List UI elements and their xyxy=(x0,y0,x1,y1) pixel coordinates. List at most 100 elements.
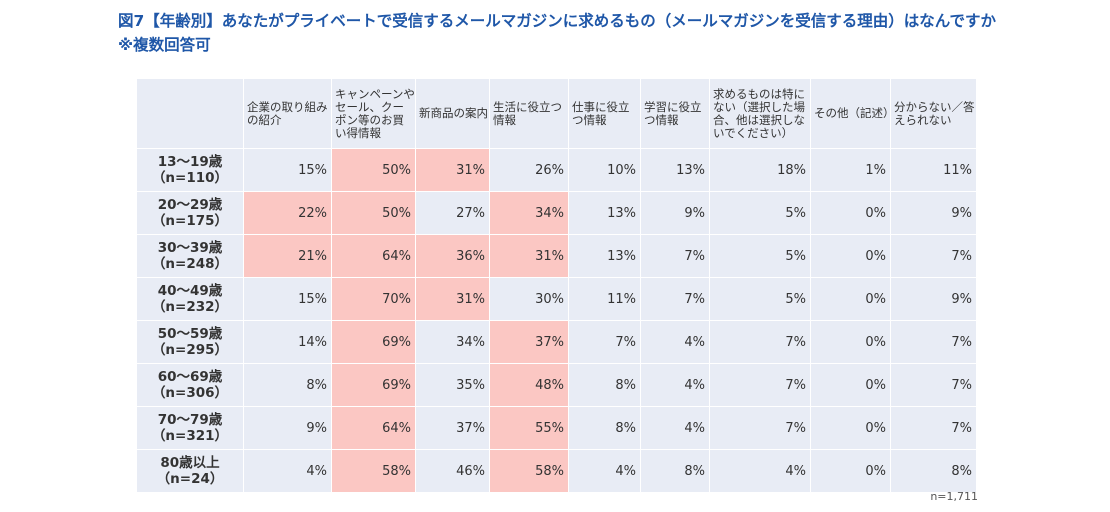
value-cell: 69% xyxy=(331,320,416,364)
value-cell: 7% xyxy=(709,320,811,364)
value-cell: 0% xyxy=(810,363,891,407)
value-cell: 7% xyxy=(640,277,710,321)
table-body: 13〜19歳 （n=110） 15% 50% 31% 26% 10% 13% 18% 1% 11% 2… xyxy=(136,148,977,493)
value-cell: 0% xyxy=(810,406,891,450)
row-header: 40〜49歳 （n=232） xyxy=(136,277,244,321)
value-cell: 8% xyxy=(890,449,977,493)
sample-size-label: （n=110） xyxy=(151,170,229,186)
value-cell: 21% xyxy=(243,234,332,278)
sample-size-label: （n=306） xyxy=(151,385,229,401)
age-group-label: 20〜29歳 xyxy=(157,197,223,213)
value-cell: 5% xyxy=(709,277,811,321)
age-group-label: 13〜19歳 xyxy=(157,154,223,170)
value-cell: 64% xyxy=(331,234,416,278)
value-cell: 37% xyxy=(415,406,490,450)
value-cell: 13% xyxy=(568,191,641,235)
sample-size-note: n=1,711 xyxy=(930,490,978,503)
value-cell: 55% xyxy=(489,406,569,450)
value-cell: 8% xyxy=(568,406,641,450)
value-cell: 50% xyxy=(331,191,416,235)
age-group-label: 40〜49歳 xyxy=(157,283,223,299)
survey-table: 企業の取り組みの紹介 キャンペーンやセール、クーポン等のお買い得情報 新商品の案内生… xyxy=(136,78,977,493)
value-cell: 7% xyxy=(890,320,977,364)
value-cell: 7% xyxy=(709,363,811,407)
value-cell: 1% xyxy=(810,148,891,192)
value-cell: 13% xyxy=(568,234,641,278)
value-cell: 5% xyxy=(709,234,811,278)
value-cell: 14% xyxy=(243,320,332,364)
column-header: 学習に役立つ情報 xyxy=(640,78,710,149)
value-cell: 10% xyxy=(568,148,641,192)
title-line-1: 図7【年齢別】あなたがプライベートで受信するメールマガジンに求めるもの（メールマ… xyxy=(118,12,997,30)
table-row: 30〜39歳 （n=248） 21% 64% 36% 31% 13% 7% 5% 0% 7% xyxy=(136,234,977,278)
value-cell: 46% xyxy=(415,449,490,493)
value-cell: 18% xyxy=(709,148,811,192)
value-cell: 15% xyxy=(243,277,332,321)
value-cell: 50% xyxy=(331,148,416,192)
row-header: 70〜79歳 （n=321） xyxy=(136,406,244,450)
value-cell: 7% xyxy=(890,406,977,450)
value-cell: 30% xyxy=(489,277,569,321)
age-group-label: 50〜59歳 xyxy=(157,326,223,342)
value-cell: 0% xyxy=(810,320,891,364)
table-row: 13〜19歳 （n=110） 15% 50% 31% 26% 10% 13% 18% 1% 11% xyxy=(136,148,977,192)
value-cell: 11% xyxy=(568,277,641,321)
value-cell: 31% xyxy=(489,234,569,278)
value-cell: 27% xyxy=(415,191,490,235)
value-cell: 8% xyxy=(640,449,710,493)
value-cell: 15% xyxy=(243,148,332,192)
value-cell: 69% xyxy=(331,363,416,407)
table-row: 20〜29歳 （n=175） 22% 50% 27% 34% 13% 9% 5% 0% 9% xyxy=(136,191,977,235)
value-cell: 8% xyxy=(243,363,332,407)
sample-size-label: （n=24） xyxy=(156,471,224,487)
value-cell: 31% xyxy=(415,277,490,321)
value-cell: 7% xyxy=(890,363,977,407)
value-cell: 7% xyxy=(709,406,811,450)
value-cell: 7% xyxy=(890,234,977,278)
row-header: 20〜29歳 （n=175） xyxy=(136,191,244,235)
sample-size-label: （n=248） xyxy=(151,256,229,272)
table-row: 40〜49歳 （n=232） 15% 70% 31% 30% 11% 7% 5% 0% 9% xyxy=(136,277,977,321)
value-cell: 9% xyxy=(243,406,332,450)
column-header: 求めるものは特にない（選択した場合、他は選択しないでください） xyxy=(709,78,811,149)
value-cell: 31% xyxy=(415,148,490,192)
value-cell: 11% xyxy=(890,148,977,192)
value-cell: 0% xyxy=(810,449,891,493)
value-cell: 0% xyxy=(810,277,891,321)
age-group-label: 70〜79歳 xyxy=(157,412,223,428)
value-cell: 13% xyxy=(640,148,710,192)
sample-size-label: （n=321） xyxy=(151,428,229,444)
value-cell: 4% xyxy=(640,320,710,364)
header-row: 企業の取り組みの紹介 キャンペーンやセール、クーポン等のお買い得情報 新商品の案内生… xyxy=(136,78,977,149)
value-cell: 34% xyxy=(415,320,490,364)
value-cell: 48% xyxy=(489,363,569,407)
value-cell: 26% xyxy=(489,148,569,192)
row-header: 60〜69歳 （n=306） xyxy=(136,363,244,407)
value-cell: 7% xyxy=(640,234,710,278)
value-cell: 4% xyxy=(243,449,332,493)
row-header: 30〜39歳 （n=248） xyxy=(136,234,244,278)
sample-size-label: （n=295） xyxy=(151,342,229,358)
row-header: 80歳以上 （n=24） xyxy=(136,449,244,493)
value-cell: 36% xyxy=(415,234,490,278)
row-header: 13〜19歳 （n=110） xyxy=(136,148,244,192)
column-header: 企業の取り組みの紹介 xyxy=(243,78,332,149)
age-group-label: 30〜39歳 xyxy=(157,240,223,256)
table-row: 60〜69歳 （n=306） 8% 69% 35% 48% 8% 4% 7% 0% 7% xyxy=(136,363,977,407)
table-row: 70〜79歳 （n=321） 9% 64% 37% 55% 8% 4% 7% 0% 7% xyxy=(136,406,977,450)
title-line-2: ※複数回答可 xyxy=(118,36,211,54)
value-cell: 70% xyxy=(331,277,416,321)
value-cell: 37% xyxy=(489,320,569,364)
chart-title: 図7【年齢別】あなたがプライベートで受信するメールマガジンに求めるもの（メールマ… xyxy=(118,9,996,57)
column-header: 仕事に役立つ情報 xyxy=(568,78,641,149)
table-row: 50〜59歳 （n=295） 14% 69% 34% 37% 7% 4% 7% 0% 7% xyxy=(136,320,977,364)
value-cell: 35% xyxy=(415,363,490,407)
value-cell: 34% xyxy=(489,191,569,235)
age-group-label: 60〜69歳 xyxy=(157,369,223,385)
value-cell: 4% xyxy=(568,449,641,493)
table-row: 80歳以上 （n=24） 4% 58% 46% 58% 4% 8% 4% 0% 8% xyxy=(136,449,977,493)
corner-cell xyxy=(136,78,244,149)
value-cell: 58% xyxy=(331,449,416,493)
value-cell: 4% xyxy=(640,363,710,407)
column-header: 生活に役立つ情報 xyxy=(489,78,569,149)
